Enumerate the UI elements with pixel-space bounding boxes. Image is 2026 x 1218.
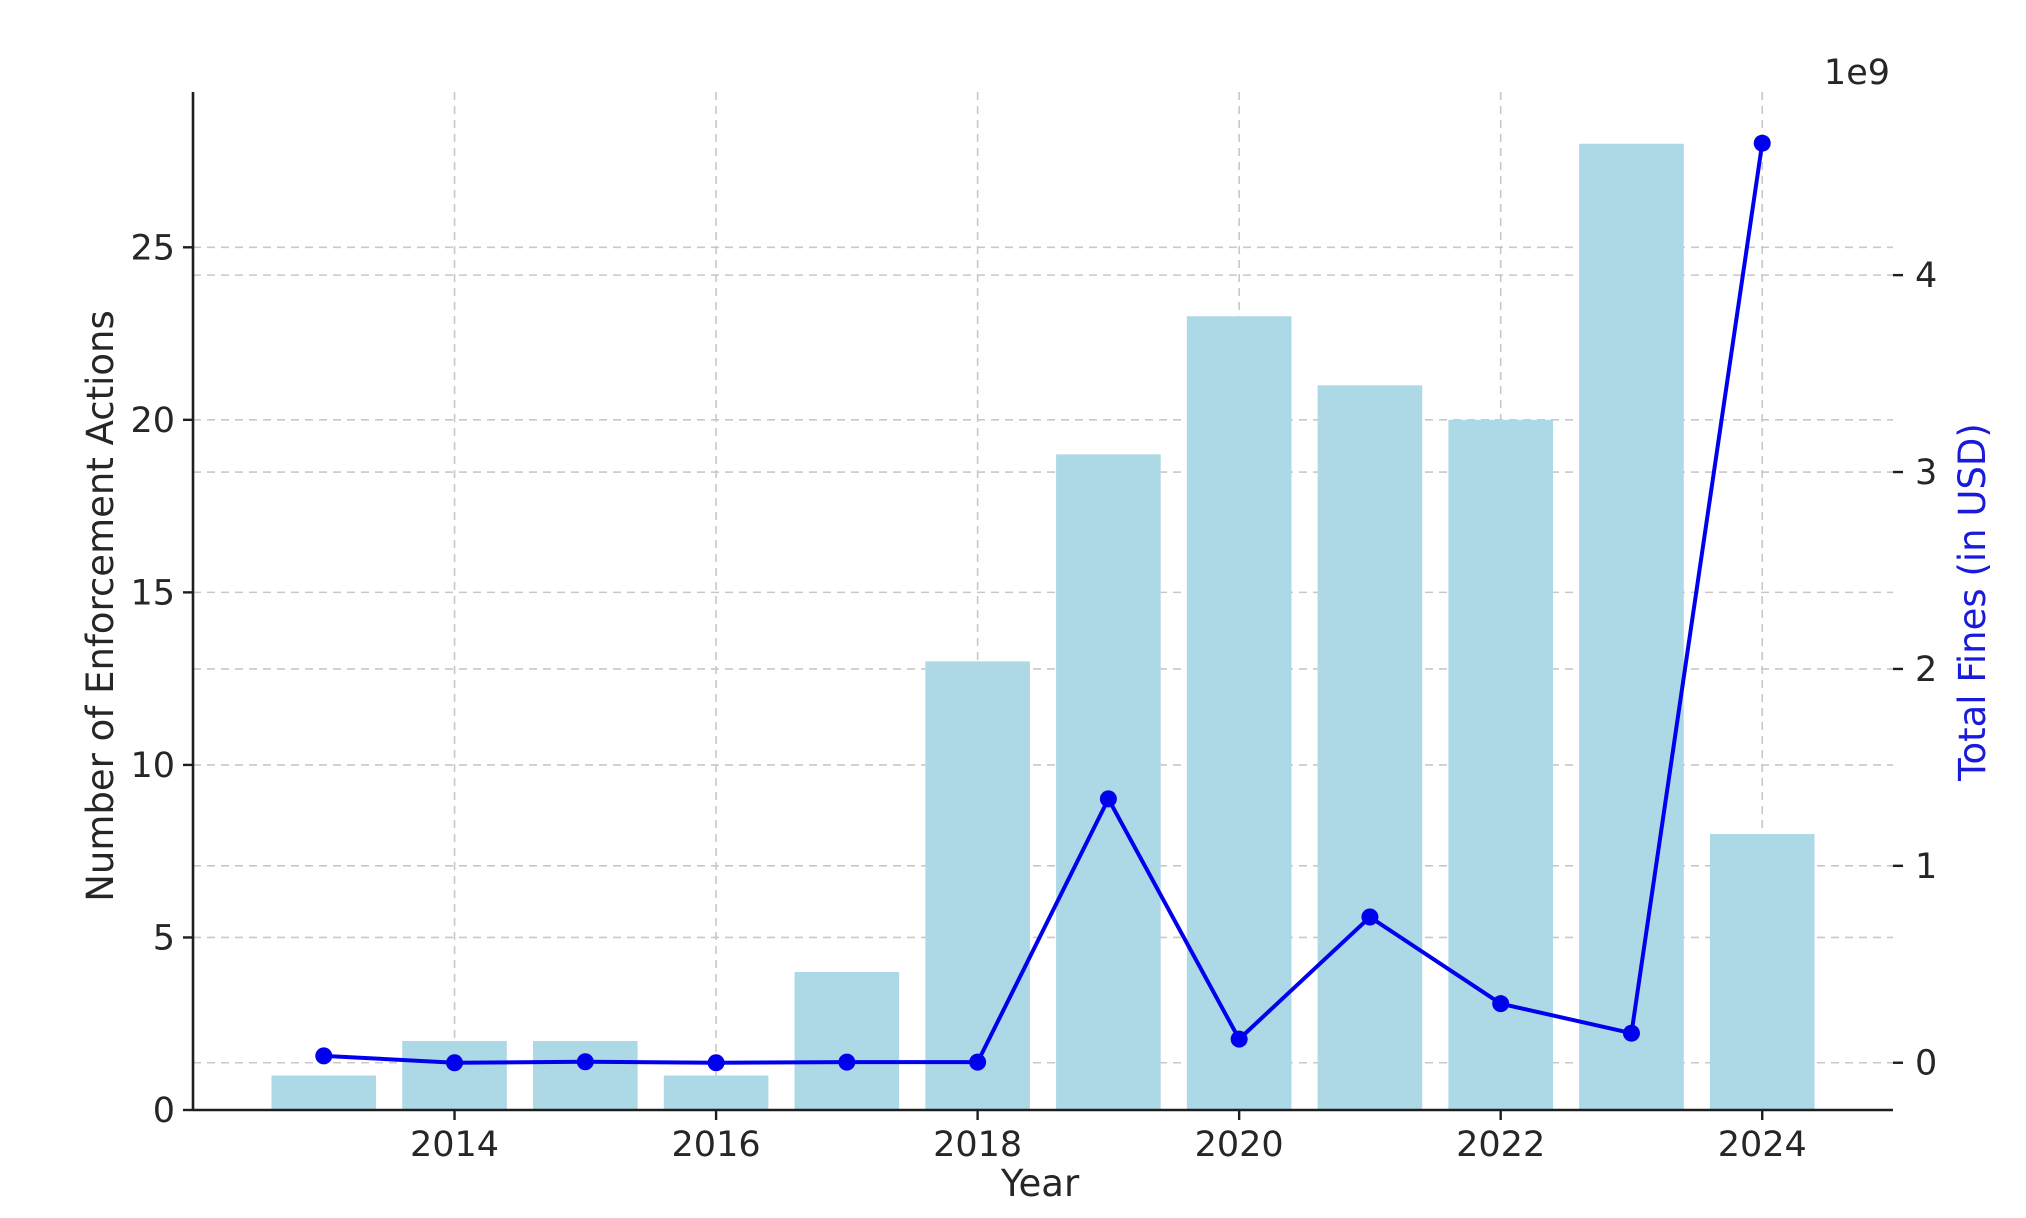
x-tick-label: 2016 — [672, 1125, 761, 1165]
x-tick-label: 2014 — [410, 1125, 499, 1165]
fines-line-series — [315, 134, 1771, 1072]
y-tick-label: 25 — [130, 228, 175, 268]
bar-series — [271, 143, 1815, 1111]
fines-point — [315, 1047, 333, 1065]
y2-tick-label: 3 — [1915, 453, 1937, 493]
bar — [925, 661, 1030, 1110]
bar — [533, 1040, 638, 1110]
fines-point — [707, 1054, 725, 1072]
y2-tick-label: 0 — [1915, 1044, 1937, 1084]
y2-axis-title: Total Fines (in USD) — [1951, 423, 1994, 782]
fines-line — [323, 142, 1765, 1065]
y-tick-label: 15 — [130, 573, 175, 613]
x-tick-label: 2024 — [1718, 1125, 1807, 1165]
fines-point — [576, 1053, 594, 1071]
bar — [1579, 143, 1684, 1111]
fines-point — [1622, 1024, 1640, 1042]
fines-point — [969, 1053, 987, 1071]
y-tick-label: 5 — [153, 918, 175, 958]
x-tick-label: 2020 — [1195, 1125, 1284, 1165]
y-tick-label: 0 — [153, 1091, 175, 1131]
y2-offset-label: 1e9 — [1824, 53, 1890, 93]
bar — [271, 1075, 377, 1110]
y2-tick-label: 4 — [1915, 256, 1937, 296]
fines-point — [838, 1053, 856, 1071]
fines-point — [1230, 1030, 1248, 1048]
bar — [1056, 454, 1161, 1110]
y-tick-label: 10 — [130, 746, 175, 786]
fines-point — [1099, 790, 1117, 808]
fines-point — [1753, 134, 1771, 152]
bar — [1317, 385, 1423, 1110]
y-axis-title: Number of Enforcement Actions — [79, 310, 122, 902]
y2-tick-label: 2 — [1915, 650, 1937, 690]
fines-point — [1361, 908, 1379, 926]
bar — [1186, 316, 1292, 1111]
fines-point — [446, 1054, 464, 1072]
bar — [402, 1040, 507, 1110]
y-tick-label: 20 — [130, 401, 175, 441]
axes — [183, 92, 1903, 1120]
fines-point — [1492, 995, 1510, 1013]
bar — [663, 1075, 769, 1110]
x-tick-label: 2022 — [1456, 1125, 1545, 1165]
bar — [1709, 833, 1815, 1110]
y2-tick-label: 1 — [1915, 847, 1937, 887]
tick-labels: 2014 2016 2018 2020 2022 2024 0 5 10 15 20 25 0 1 2 3 4 — [130, 228, 1937, 1165]
x-tick-label: 2018 — [933, 1125, 1022, 1165]
bar — [1448, 419, 1553, 1110]
x-axis-title: Year — [1000, 1162, 1080, 1205]
bar — [794, 971, 900, 1110]
